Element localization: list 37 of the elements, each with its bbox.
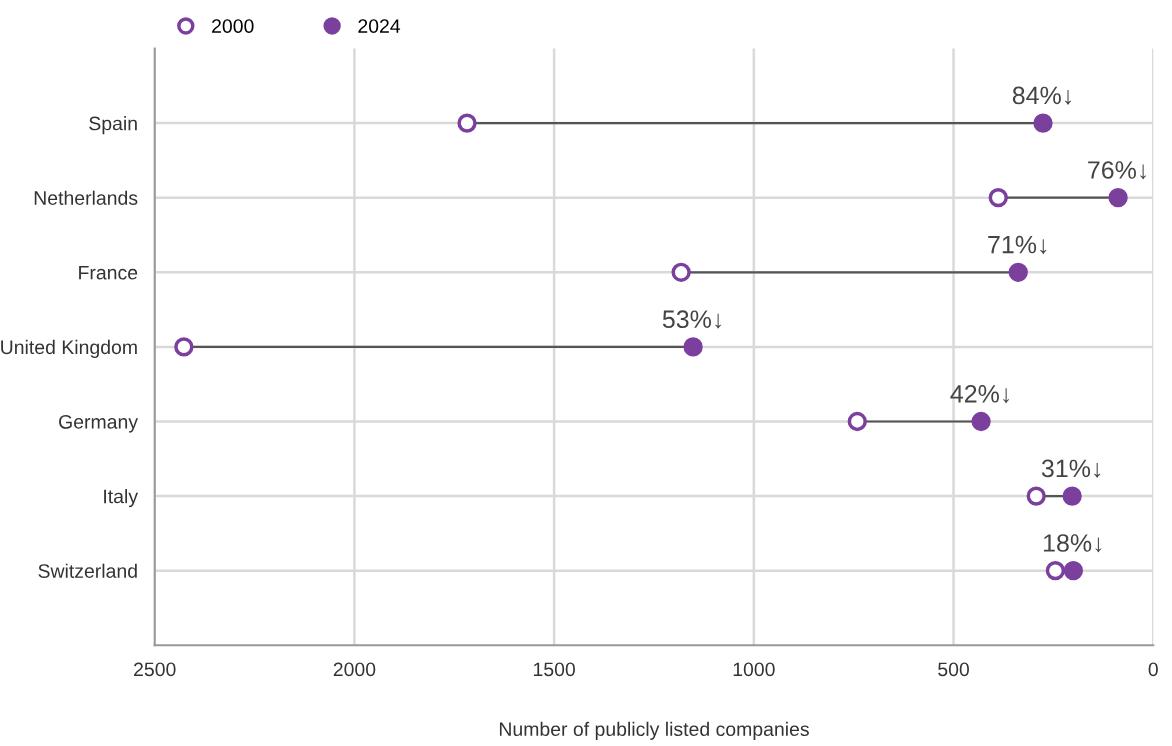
y-tick-label: United Kingdom bbox=[1, 339, 137, 358]
point bbox=[1033, 113, 1053, 133]
y-tick-label: Switzerland bbox=[38, 563, 137, 578]
point bbox=[1063, 561, 1084, 581]
annotation: 42%↓ bbox=[950, 384, 1010, 404]
annotation: 71%↓ bbox=[988, 235, 1047, 254]
point bbox=[1045, 561, 1066, 581]
legend-label: 2000 bbox=[212, 19, 254, 33]
annotation: 76%↓ bbox=[1088, 161, 1147, 180]
x-tick-label: 1500 bbox=[533, 662, 575, 677]
annotation: 18%↓ bbox=[1044, 534, 1102, 553]
y-tick-label: Germany bbox=[59, 414, 139, 433]
point bbox=[971, 411, 991, 432]
x-tick-label: 2500 bbox=[134, 662, 176, 677]
point bbox=[683, 337, 703, 357]
y-tick-label: Italy bbox=[104, 489, 138, 508]
x-tick-label: 2000 bbox=[333, 662, 376, 677]
point bbox=[847, 411, 867, 432]
point bbox=[457, 113, 477, 133]
y-tick-label: Spain bbox=[89, 116, 137, 135]
point bbox=[1008, 262, 1028, 282]
x-tick-label: 0 bbox=[1148, 662, 1158, 677]
point bbox=[174, 337, 194, 357]
point bbox=[1062, 486, 1082, 506]
annotation: 84%↓ bbox=[1012, 86, 1071, 105]
y-tick-label: France bbox=[79, 265, 138, 280]
x-axis-title: Number of publicly listed companies bbox=[499, 721, 809, 740]
point bbox=[1026, 486, 1046, 506]
point bbox=[1108, 188, 1128, 208]
x-tick-label: 1000 bbox=[733, 662, 775, 677]
y-tick-label: Netherlands bbox=[34, 190, 138, 205]
point bbox=[671, 262, 691, 282]
x-tick-label: 500 bbox=[938, 662, 969, 677]
legend-label: 2024 bbox=[358, 19, 401, 33]
point bbox=[988, 188, 1008, 208]
annotation: 31%↓ bbox=[1041, 459, 1101, 478]
annotation: 53%↓ bbox=[662, 310, 722, 329]
